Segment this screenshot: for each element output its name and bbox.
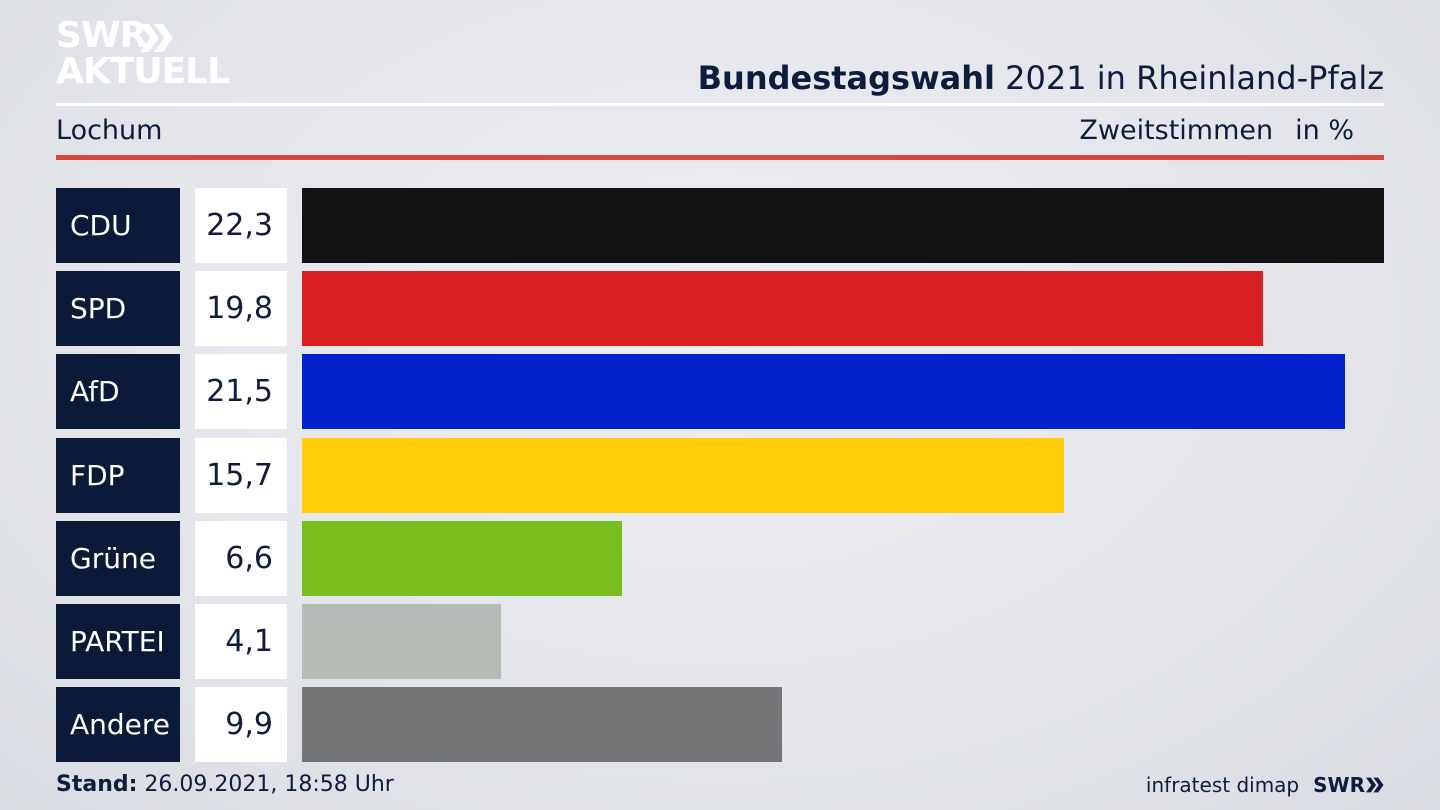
measure-label: Zweitstimmen in %	[1079, 113, 1354, 149]
party-label: Grüne	[56, 521, 180, 596]
logo-line1: SWR	[56, 15, 147, 56]
swr-brand-text: SWR	[1313, 773, 1365, 797]
bar	[302, 354, 1345, 429]
logo-line2: AKTUELL	[56, 51, 230, 92]
party-label: SPD	[56, 271, 180, 346]
bar-row: CDU 22,3	[56, 188, 1384, 263]
value-label: 21,5	[195, 354, 287, 429]
bar-row: AfD 21,5	[56, 354, 1384, 429]
bar-row: SPD 19,8	[56, 271, 1384, 346]
party-label: FDP	[56, 438, 180, 513]
bar-row: Grüne 6,6	[56, 521, 1384, 596]
value-label: 22,3	[195, 188, 287, 263]
measure-unit: in %	[1295, 115, 1354, 146]
timestamp: Stand: 26.09.2021, 18:58 Uhr	[56, 770, 394, 800]
bar-row: PARTEI 4,1	[56, 604, 1384, 679]
value-label: 19,8	[195, 271, 287, 346]
bar-row: FDP 15,7	[56, 438, 1384, 513]
value-label: 9,9	[195, 687, 287, 762]
source-label: infratest dimap	[1145, 773, 1300, 797]
bar	[302, 438, 1064, 513]
double-chevron-right-icon	[1366, 777, 1384, 793]
accent-divider	[56, 155, 1384, 160]
bar	[302, 687, 782, 762]
title-rest: 2021 in Rheinland-Pfalz	[1005, 59, 1384, 97]
swr-aktuell-logo: SWR AKTUELL	[56, 15, 230, 92]
party-label: PARTEI	[56, 604, 180, 679]
value-label: 4,1	[195, 604, 287, 679]
measure-name: Zweitstimmen	[1079, 115, 1274, 146]
footer-credits: infratest dimap SWR	[1146, 770, 1384, 800]
location-label: Lochum	[56, 115, 163, 146]
value-label: 15,7	[195, 438, 287, 513]
value-label: 6,6	[195, 521, 287, 596]
header-divider	[56, 103, 1384, 106]
party-label: Andere	[56, 687, 180, 762]
stand-label: Stand:	[56, 772, 138, 797]
bar	[302, 604, 501, 679]
bar	[302, 271, 1263, 346]
bar	[302, 521, 622, 596]
party-label: AfD	[56, 354, 180, 429]
swr-brand: SWR	[1313, 770, 1384, 800]
party-label: CDU	[56, 188, 180, 263]
bar-row: Andere 9,9	[56, 687, 1384, 762]
page-title: Bundestagswahl 2021 in Rheinland-Pfalz	[698, 58, 1384, 98]
stand-value: 26.09.2021, 18:58 Uhr	[144, 772, 394, 797]
title-bold: Bundestagswahl	[697, 59, 995, 97]
double-chevron-right-icon	[140, 24, 173, 52]
bar	[302, 188, 1384, 263]
